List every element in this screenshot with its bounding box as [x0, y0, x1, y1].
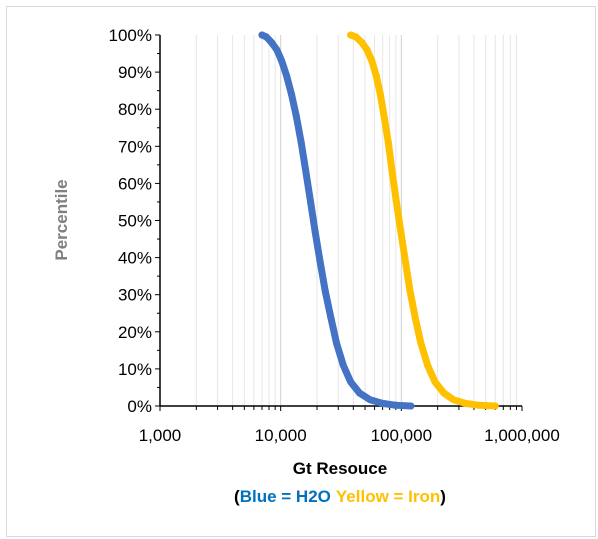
data-point [347, 378, 355, 386]
data-point [376, 90, 384, 98]
x-axis-label: Gt Resouce [293, 459, 387, 478]
legend-note: (Blue = H2O Yellow = Iron) [234, 487, 446, 506]
y-tick-label: 60% [118, 174, 152, 193]
data-point [339, 361, 347, 369]
data-point [278, 57, 286, 65]
data-point [273, 46, 281, 54]
tick-labels: 0% 10% 20% 30% 40% 50% 60% 70% 80% 90% 100% 1,000 10… [109, 26, 560, 445]
y-tick-label: 0% [127, 397, 152, 416]
data-point [292, 113, 300, 121]
data-point [392, 198, 400, 206]
y-tick-label: 90% [118, 63, 152, 82]
data-point [491, 402, 499, 410]
x-tick-label: 100,000 [371, 426, 432, 445]
y-tick-label: 10% [118, 360, 152, 379]
y-tick-label: 20% [118, 323, 152, 342]
data-point [302, 168, 310, 176]
data-point [288, 90, 296, 98]
data-point [407, 402, 415, 410]
data-point [283, 72, 291, 80]
data-point [379, 399, 387, 407]
data-point [406, 287, 414, 295]
data-point [358, 38, 366, 46]
data-point [401, 257, 409, 265]
y-axis-label: Percentile [52, 179, 71, 260]
data-point [316, 257, 324, 265]
legend-close-paren: ) [440, 487, 446, 506]
data-point [311, 228, 319, 236]
data-point [397, 228, 405, 236]
data-point [392, 401, 400, 409]
data-point [262, 33, 270, 41]
series-layer [258, 31, 499, 410]
series-line [258, 31, 415, 410]
data-point [380, 113, 388, 121]
series-h2o [258, 31, 415, 410]
data-point [363, 46, 371, 54]
data-point [424, 361, 432, 369]
y-tick-label: 50% [118, 212, 152, 231]
data-point [440, 389, 448, 397]
data-point [384, 139, 392, 147]
data-point [372, 72, 380, 80]
axes [155, 34, 523, 411]
y-tick-label: 70% [118, 137, 152, 156]
data-point [388, 168, 396, 176]
chart-frame [6, 6, 596, 537]
data-point [332, 339, 340, 347]
data-point [368, 57, 376, 65]
data-point [366, 396, 374, 404]
data-point [352, 33, 360, 41]
data-point [431, 378, 439, 386]
x-tick-label: 1,000,000 [484, 426, 560, 445]
series-iron [347, 31, 499, 410]
legend-blue-text: Blue = H2O [240, 487, 331, 506]
data-point [411, 313, 419, 321]
data-point [417, 339, 425, 347]
y-tick-label: 40% [118, 249, 152, 268]
data-point [461, 399, 469, 407]
legend-open-paren: ( [234, 487, 240, 506]
data-point [475, 401, 483, 409]
y-tick-label: 30% [118, 286, 152, 305]
x-tick-label: 1,000 [139, 426, 182, 445]
legend-yellow-text: Yellow = Iron [336, 487, 440, 506]
data-point [355, 389, 363, 397]
data-point [321, 287, 329, 295]
data-point [268, 38, 276, 46]
data-point [297, 139, 305, 147]
data-point [307, 198, 315, 206]
y-tick-label: 100% [109, 26, 152, 45]
data-point [449, 396, 457, 404]
data-point [327, 313, 335, 321]
x-tick-label: 10,000 [255, 426, 307, 445]
y-tick-label: 80% [118, 100, 152, 119]
